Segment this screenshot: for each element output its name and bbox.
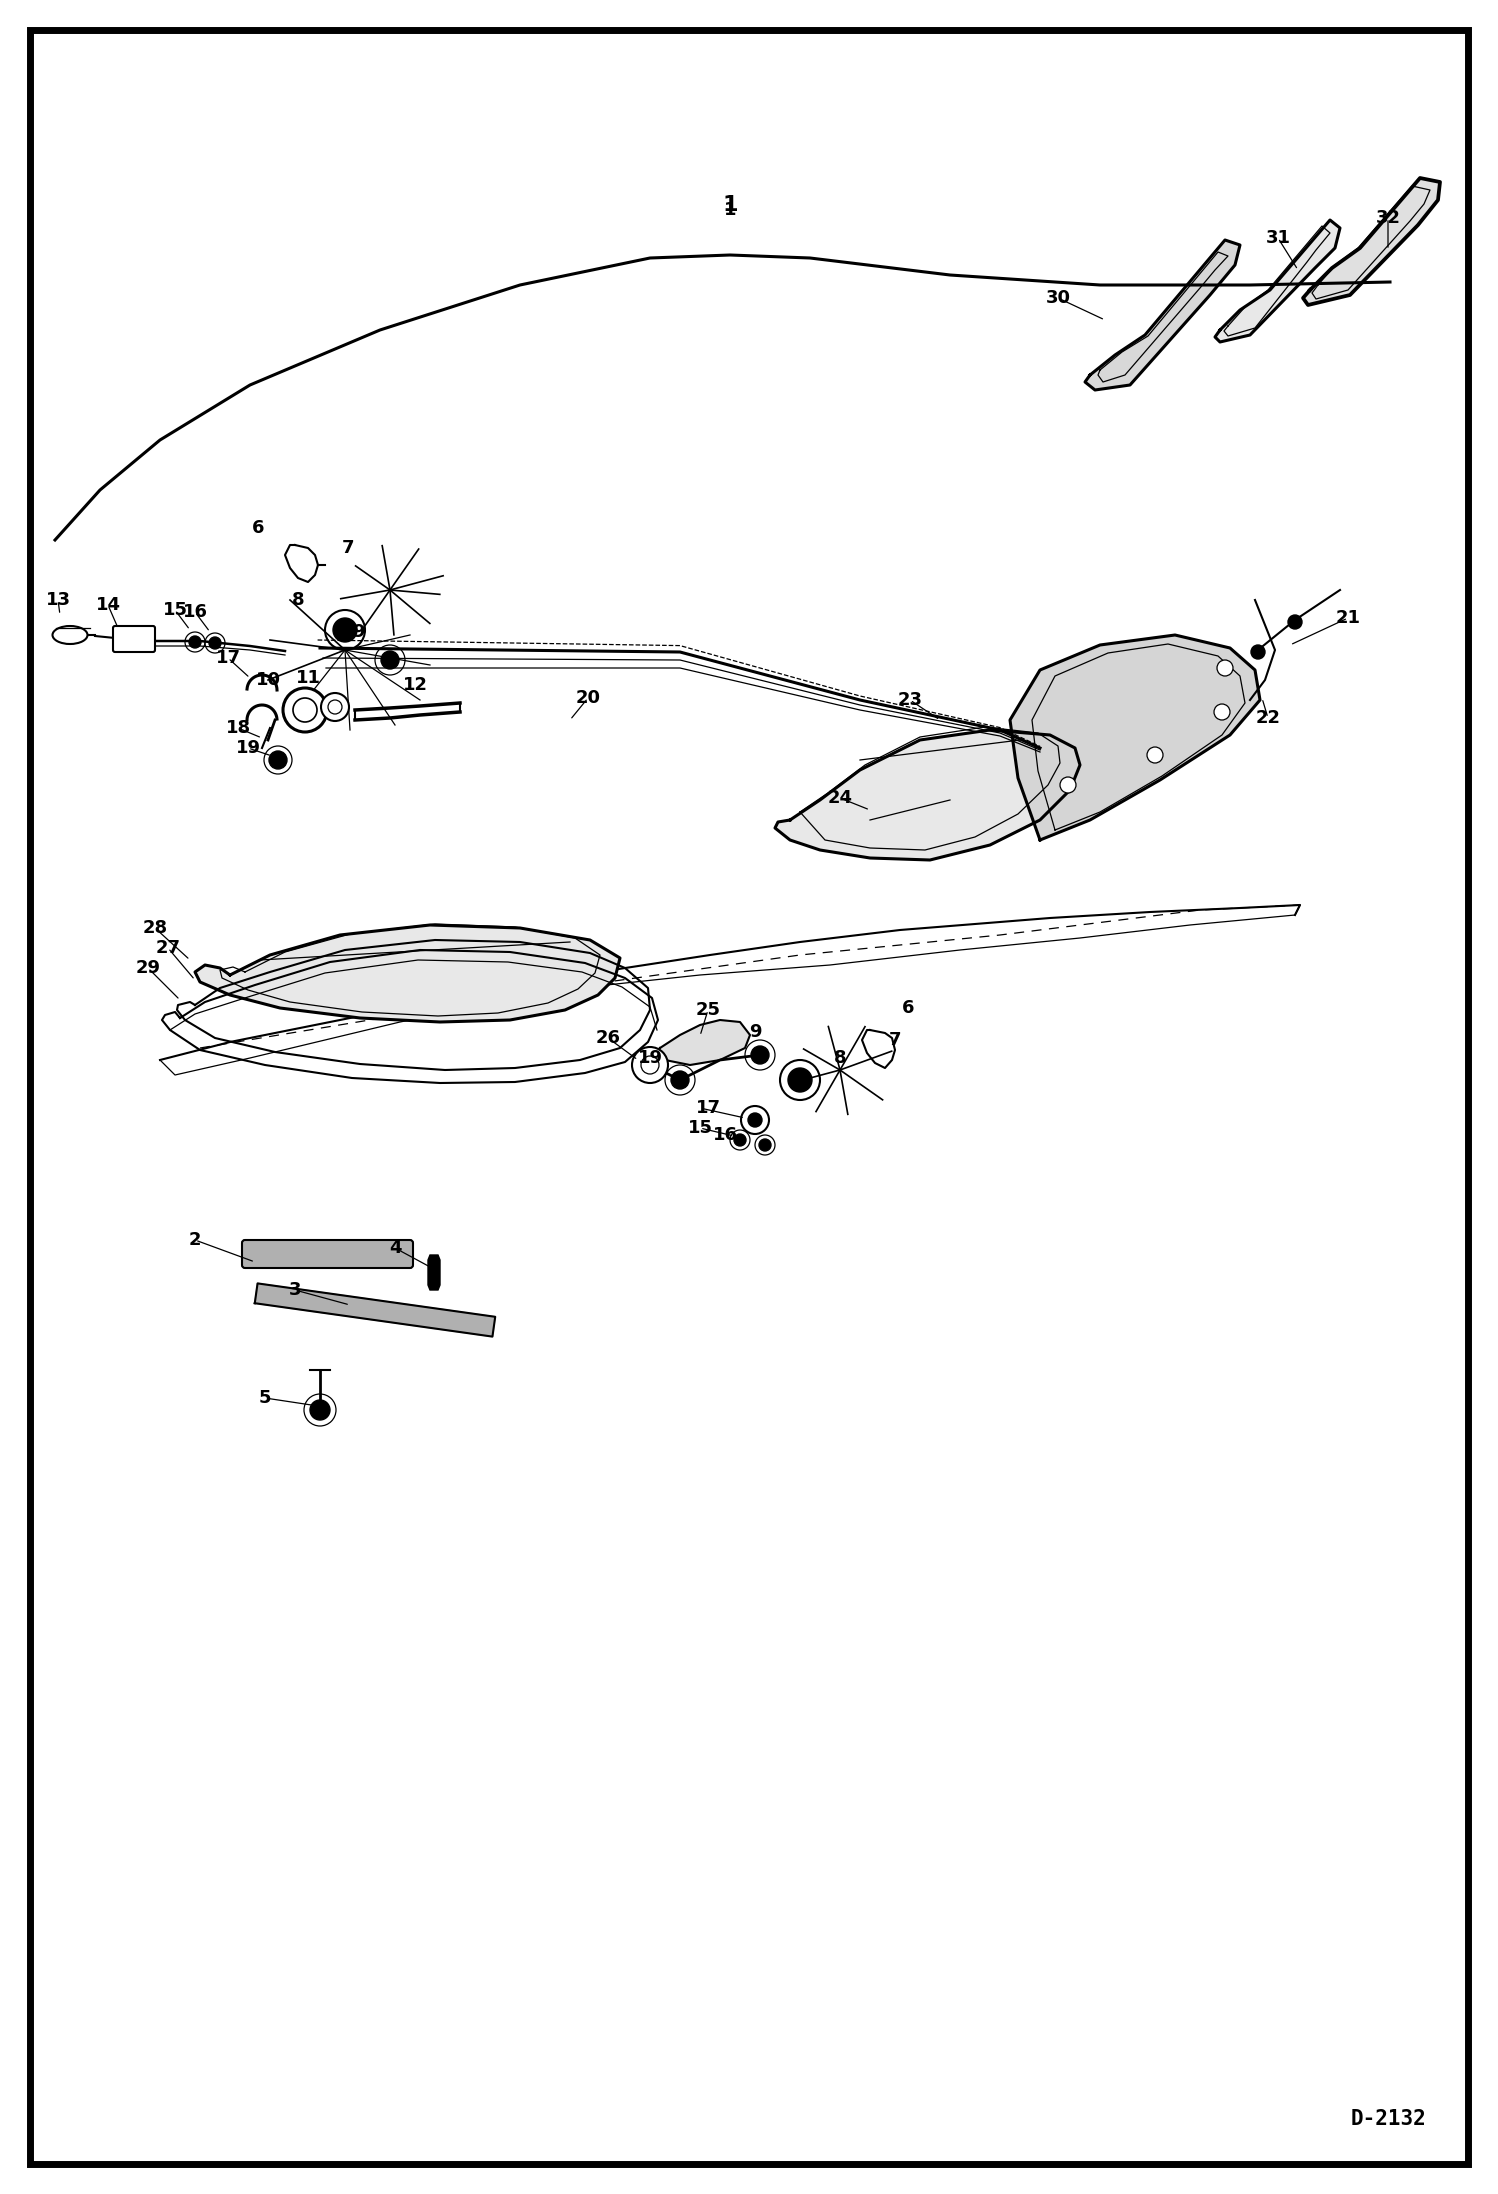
Circle shape	[671, 1071, 689, 1088]
Text: 19: 19	[638, 1049, 662, 1066]
Text: 9: 9	[352, 623, 364, 641]
Text: 28: 28	[142, 919, 168, 937]
Polygon shape	[1085, 239, 1240, 391]
Text: 13: 13	[45, 590, 70, 610]
Text: 14: 14	[96, 597, 120, 614]
Polygon shape	[774, 731, 1080, 860]
Circle shape	[189, 636, 201, 647]
Text: 21: 21	[1336, 610, 1360, 627]
Text: D-2132: D-2132	[1350, 2108, 1426, 2128]
Circle shape	[333, 619, 357, 643]
Ellipse shape	[52, 625, 87, 645]
Polygon shape	[195, 926, 620, 1022]
Text: 25: 25	[695, 1000, 721, 1018]
FancyBboxPatch shape	[243, 1240, 413, 1268]
Circle shape	[380, 652, 398, 669]
Circle shape	[742, 1106, 768, 1134]
Text: 3: 3	[289, 1281, 301, 1299]
Circle shape	[748, 1112, 762, 1128]
Text: 19: 19	[235, 739, 261, 757]
Text: 29: 29	[135, 959, 160, 976]
Polygon shape	[428, 1255, 440, 1290]
Text: 5: 5	[259, 1389, 271, 1406]
Polygon shape	[255, 1283, 496, 1336]
Text: 10: 10	[256, 671, 280, 689]
Circle shape	[321, 693, 349, 722]
Text: 18: 18	[225, 720, 250, 737]
Text: 32: 32	[1375, 208, 1401, 226]
Text: 1: 1	[722, 195, 737, 215]
Circle shape	[1288, 614, 1302, 630]
Circle shape	[632, 1047, 668, 1084]
Circle shape	[283, 689, 327, 733]
Text: 16: 16	[713, 1126, 737, 1143]
Text: 8: 8	[292, 590, 304, 610]
Text: 11: 11	[295, 669, 321, 687]
Text: 31: 31	[1266, 228, 1290, 248]
Polygon shape	[658, 1020, 750, 1064]
Text: 24: 24	[827, 790, 852, 807]
Circle shape	[210, 636, 222, 649]
Text: 6: 6	[252, 520, 264, 538]
Text: 7: 7	[342, 540, 354, 557]
Text: 12: 12	[403, 676, 427, 693]
Circle shape	[270, 750, 288, 770]
Text: 15: 15	[688, 1119, 713, 1136]
Text: 4: 4	[389, 1240, 401, 1257]
Text: 15: 15	[162, 601, 187, 619]
Text: 27: 27	[156, 939, 180, 957]
Circle shape	[759, 1139, 771, 1152]
Circle shape	[1147, 746, 1162, 764]
Polygon shape	[1215, 219, 1341, 342]
Circle shape	[310, 1400, 330, 1420]
FancyBboxPatch shape	[112, 625, 154, 652]
Text: 7: 7	[888, 1031, 902, 1049]
Text: 20: 20	[575, 689, 601, 706]
Circle shape	[1061, 777, 1076, 792]
Circle shape	[750, 1047, 768, 1064]
Circle shape	[1213, 704, 1230, 720]
Circle shape	[1216, 660, 1233, 676]
Text: 6: 6	[902, 998, 914, 1018]
Text: 30: 30	[1046, 290, 1071, 307]
Text: 16: 16	[183, 603, 208, 621]
Text: 1: 1	[724, 202, 736, 219]
Polygon shape	[1303, 178, 1440, 305]
Circle shape	[734, 1134, 746, 1145]
Circle shape	[788, 1068, 812, 1093]
Circle shape	[1251, 645, 1264, 658]
Text: 17: 17	[216, 649, 241, 667]
Text: 17: 17	[695, 1099, 721, 1117]
Text: 2: 2	[189, 1231, 201, 1248]
Text: 9: 9	[749, 1022, 761, 1040]
Text: 8: 8	[834, 1049, 846, 1066]
Polygon shape	[1010, 634, 1260, 840]
Text: 23: 23	[897, 691, 923, 709]
Text: 26: 26	[596, 1029, 620, 1047]
Text: 22: 22	[1255, 709, 1281, 726]
